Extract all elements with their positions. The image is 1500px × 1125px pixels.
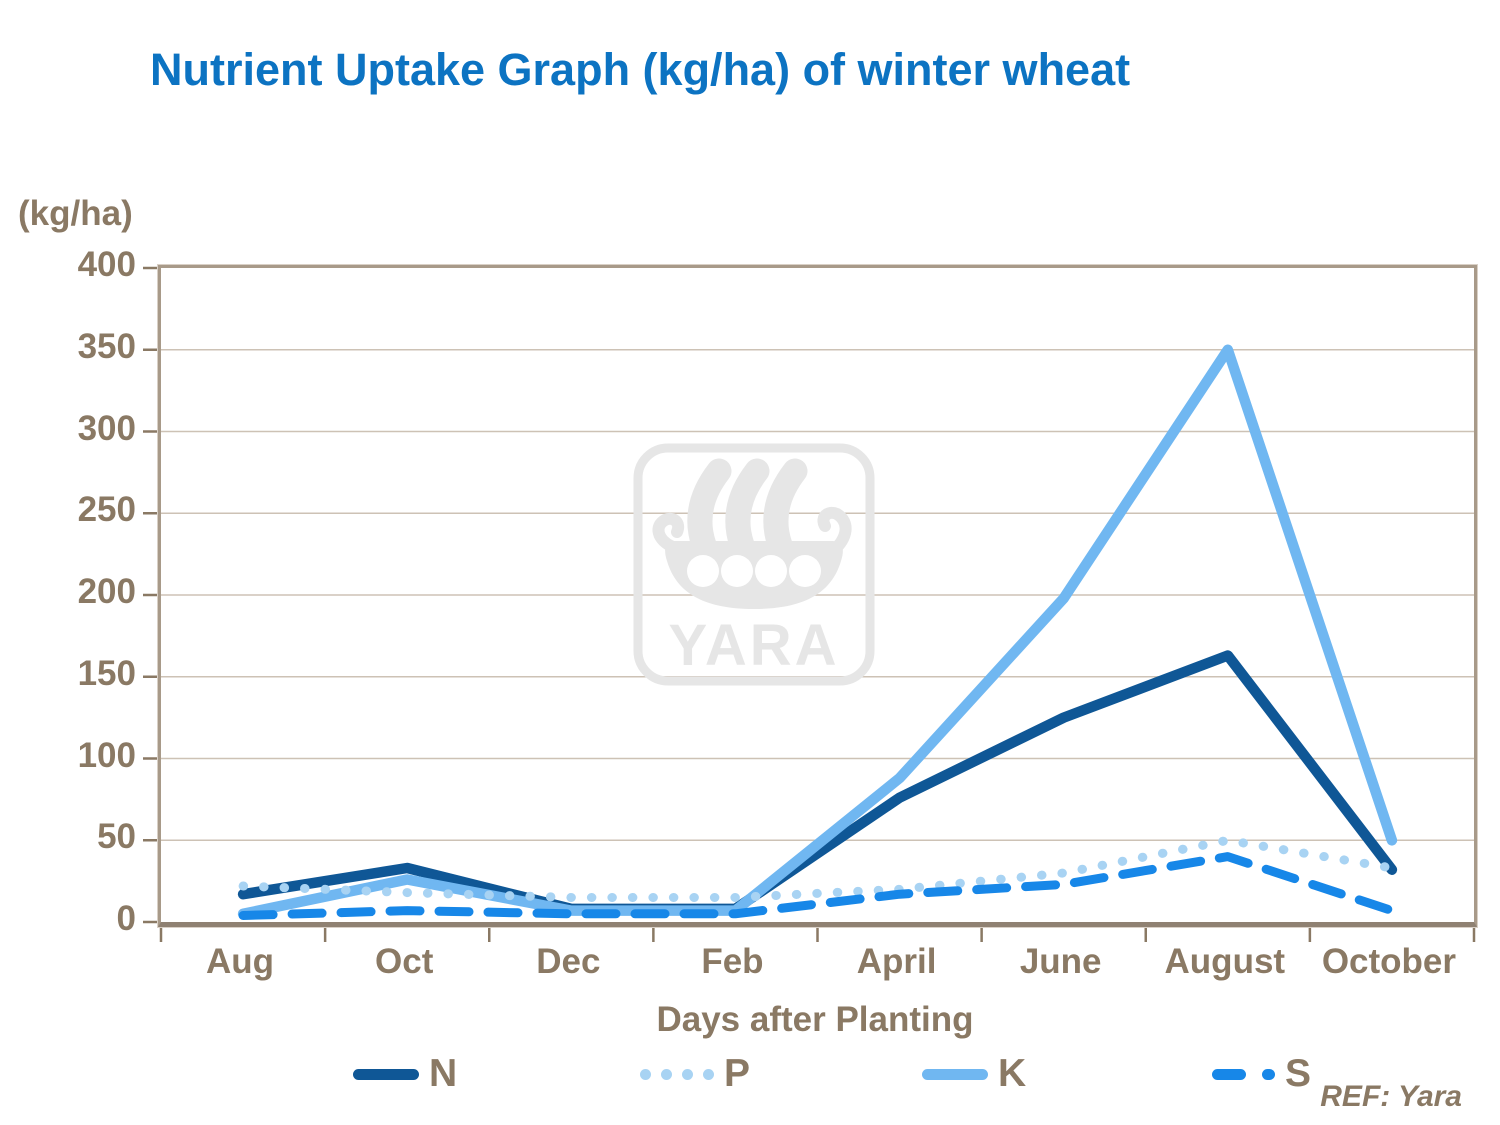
x-tick-label: Oct: [375, 942, 434, 981]
series-line-P: [238, 835, 1397, 902]
data-series: [237, 344, 1398, 920]
yara-watermark-icon: YARA: [633, 443, 875, 686]
x-tick-label: April: [856, 942, 937, 981]
yara-watermark-text: YARA: [668, 613, 839, 678]
chart-canvas: YARA: [143, 266, 1476, 942]
y-tick-label: 250: [77, 490, 136, 530]
reference-note: REF: Yara: [1320, 1080, 1462, 1113]
y-tick-label: 200: [77, 572, 136, 611]
legend-label-P: P: [724, 1052, 751, 1095]
x-tick-label: Feb: [701, 942, 764, 981]
legend-label-S: S: [1285, 1052, 1312, 1095]
legend-swatch-solid-line-icon: [353, 1068, 419, 1080]
legend-swatch-dashed-line-icon: [1212, 1068, 1275, 1080]
x-tick-label: June: [1019, 942, 1102, 981]
y-tick-label: 400: [77, 245, 136, 284]
x-tick-label: Aug: [206, 942, 275, 981]
gridlines: [161, 348, 1474, 842]
y-tick-label: 0: [116, 899, 136, 938]
x-axis-title: Days after Planting: [656, 1000, 974, 1039]
y-axis-unit-label: (kg/ha): [18, 194, 133, 233]
y-tick-label: 150: [77, 653, 136, 693]
y-tick-label: 100: [77, 735, 136, 775]
series-line-S: [238, 852, 1397, 920]
legend-swatch-dotted-line-icon: [640, 1068, 714, 1080]
legend-item-S: S: [1212, 1050, 1311, 1098]
x-tick-label: August: [1164, 942, 1286, 981]
legend-label-K: K: [998, 1052, 1027, 1095]
y-tick-label: 50: [97, 817, 136, 857]
legend-item-K: K: [922, 1050, 1026, 1098]
legend-item-N: N: [353, 1050, 457, 1098]
series-line-N: [237, 650, 1398, 915]
x-tick-label: October: [1321, 942, 1457, 981]
y-tick-label: 300: [77, 408, 136, 448]
series-line-K: [237, 344, 1398, 920]
x-tick-label: Dec: [536, 942, 601, 981]
legend-label-N: N: [429, 1052, 458, 1095]
y-tick-label: 350: [77, 326, 136, 366]
page-title: Nutrient Uptake Graph (kg/ha) of winter …: [150, 44, 1131, 95]
plot-area: YARA: [143, 265, 1477, 942]
legend-swatch-solid-line-icon: [922, 1068, 988, 1080]
axis-ticks: [143, 266, 1476, 942]
legend-item-P: P: [640, 1050, 750, 1098]
